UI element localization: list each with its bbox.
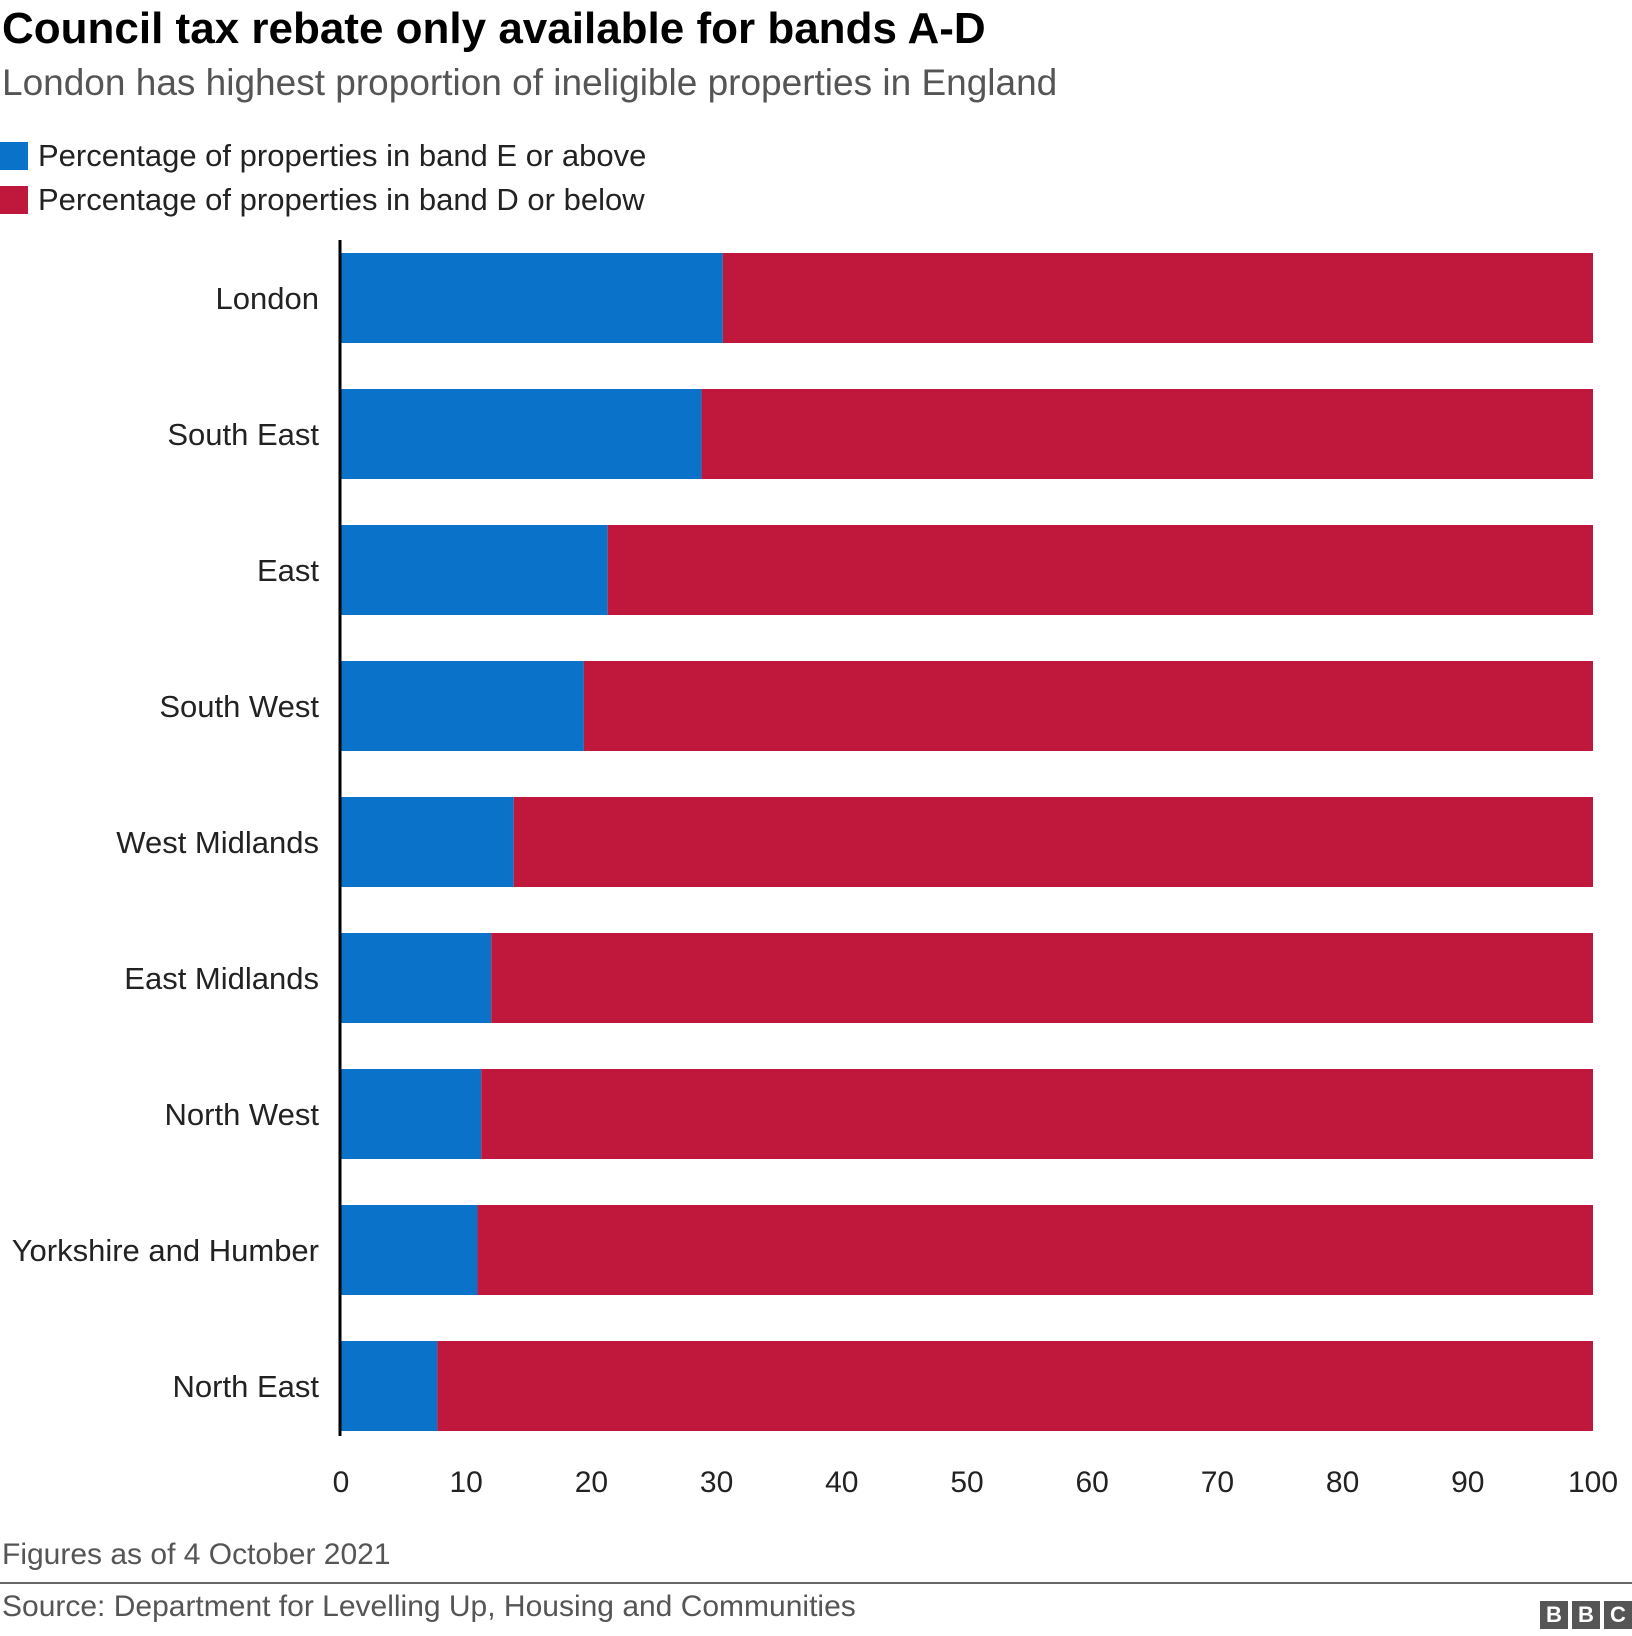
figures-date-note: Figures as of 4 October 2021 — [2, 1538, 391, 1571]
x-tick-label: 30 — [700, 1466, 733, 1499]
bar-band-d-or-below — [607, 525, 1593, 615]
bar-band-d-or-below — [513, 797, 1593, 887]
legend-swatch-blue — [0, 142, 28, 170]
bar-band-e-or-above — [341, 1205, 478, 1295]
legend: Percentage of properties in band E or ab… — [0, 134, 646, 222]
x-tick-label: 10 — [450, 1466, 483, 1499]
bar-band-d-or-below — [437, 1341, 1593, 1431]
logo-letter: C — [1604, 1601, 1632, 1629]
category-label: East Midlands — [124, 961, 319, 996]
x-tick-label: 20 — [575, 1466, 608, 1499]
legend-label: Percentage of properties in band D or be… — [38, 182, 645, 217]
x-tick-label: 100 — [1568, 1466, 1618, 1499]
legend-label: Percentage of properties in band E or ab… — [38, 138, 647, 173]
bar-band-d-or-below — [491, 933, 1593, 1023]
bar-band-d-or-below — [481, 1069, 1593, 1159]
x-tick-label: 40 — [825, 1466, 858, 1499]
logo-letter: B — [1540, 1601, 1568, 1629]
bar-band-d-or-below — [583, 661, 1593, 751]
legend-item-band-e-or-above: Percentage of properties in band E or ab… — [0, 134, 646, 178]
chart-title: Council tax rebate only available for ba… — [2, 4, 986, 53]
legend-swatch-red — [0, 186, 28, 214]
category-label: Yorkshire and Humber — [12, 1233, 319, 1268]
legend-item-band-d-or-below: Percentage of properties in band D or be… — [0, 178, 646, 222]
category-label: East — [257, 553, 319, 588]
stacked-bar-chart: London South East East South West West Midla… — [12, 240, 1618, 1499]
bar-band-e-or-above — [341, 661, 584, 751]
bar-band-d-or-below — [701, 389, 1593, 479]
bar-band-e-or-above — [341, 525, 608, 615]
bar-band-d-or-below — [477, 1205, 1593, 1295]
x-tick-label: 90 — [1451, 1466, 1484, 1499]
bar-band-e-or-above — [341, 253, 723, 343]
bar-band-d-or-below — [722, 253, 1593, 343]
x-tick-label: 80 — [1326, 1466, 1359, 1499]
bar-band-e-or-above — [341, 797, 514, 887]
x-tick-label: 50 — [950, 1466, 983, 1499]
bar-band-e-or-above — [341, 933, 492, 1023]
footer-divider — [0, 1582, 1632, 1584]
category-label: South West — [159, 689, 319, 724]
logo-letter: B — [1572, 1601, 1600, 1629]
bar-band-e-or-above — [341, 1069, 482, 1159]
category-label: South East — [167, 417, 319, 452]
category-label: North West — [165, 1097, 320, 1132]
category-label: West Midlands — [116, 825, 319, 860]
bar-band-e-or-above — [341, 389, 702, 479]
category-label: North East — [173, 1369, 320, 1404]
x-tick-label: 0 — [333, 1466, 350, 1499]
bar-band-e-or-above — [341, 1341, 438, 1431]
x-tick-label: 60 — [1076, 1466, 1109, 1499]
bbc-logo: B B C — [1540, 1601, 1632, 1629]
x-tick-label: 70 — [1201, 1466, 1234, 1499]
source-note: Source: Department for Levelling Up, Hou… — [2, 1590, 856, 1623]
chart-subtitle: London has highest proportion of ineligi… — [2, 62, 1058, 103]
category-label: London — [216, 281, 319, 316]
